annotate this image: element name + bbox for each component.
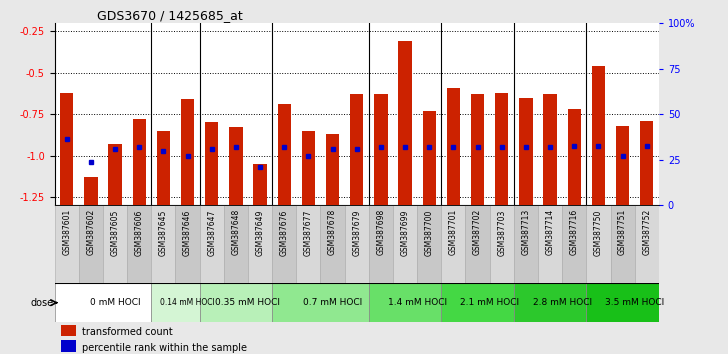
Text: GSM387649: GSM387649 — [256, 209, 264, 256]
Bar — [132, 119, 146, 205]
Bar — [635, 205, 659, 283]
Text: GSM387678: GSM387678 — [328, 209, 337, 256]
Text: GSM387676: GSM387676 — [280, 209, 289, 256]
Text: GSM387699: GSM387699 — [400, 209, 410, 256]
Text: dose: dose — [31, 298, 53, 308]
Text: GSM387646: GSM387646 — [183, 209, 192, 256]
Text: GSM387751: GSM387751 — [618, 209, 627, 256]
Bar — [369, 283, 441, 322]
Text: GDS3670 / 1425685_at: GDS3670 / 1425685_at — [97, 9, 242, 22]
Text: transformed count: transformed count — [82, 327, 173, 337]
Bar — [84, 177, 98, 205]
Bar — [55, 283, 151, 322]
Bar — [514, 205, 538, 283]
Bar — [441, 283, 514, 322]
Text: 1.4 mM HOCl: 1.4 mM HOCl — [387, 298, 447, 307]
Bar — [562, 205, 586, 283]
Bar — [592, 66, 605, 205]
Bar — [344, 205, 369, 283]
Text: GSM387700: GSM387700 — [424, 209, 434, 256]
Bar — [181, 99, 194, 205]
Text: percentile rank within the sample: percentile rank within the sample — [82, 343, 247, 353]
Bar — [151, 283, 199, 322]
Bar — [272, 283, 369, 322]
Bar — [568, 109, 581, 205]
Text: GSM387702: GSM387702 — [473, 209, 482, 256]
Bar — [586, 205, 611, 283]
Bar — [441, 205, 465, 283]
Bar — [277, 104, 291, 205]
Bar — [543, 94, 557, 205]
Text: GSM387606: GSM387606 — [135, 209, 143, 256]
Text: GSM387677: GSM387677 — [304, 209, 313, 256]
Bar — [490, 205, 514, 283]
Bar — [640, 121, 654, 205]
Bar — [616, 126, 629, 205]
Bar — [538, 205, 562, 283]
Bar — [248, 205, 272, 283]
Text: GSM387648: GSM387648 — [232, 209, 240, 256]
Text: GSM387645: GSM387645 — [159, 209, 168, 256]
Bar — [447, 88, 460, 205]
Bar — [205, 122, 218, 205]
Text: GSM387703: GSM387703 — [497, 209, 506, 256]
Bar — [151, 205, 175, 283]
Text: GSM387679: GSM387679 — [352, 209, 361, 256]
Text: GSM387701: GSM387701 — [449, 209, 458, 256]
Bar — [55, 205, 79, 283]
Text: 3.5 mM HOCl: 3.5 mM HOCl — [605, 298, 664, 307]
Bar — [519, 98, 533, 205]
Text: GSM387601: GSM387601 — [62, 209, 71, 256]
Text: GSM387647: GSM387647 — [207, 209, 216, 256]
Text: GSM387713: GSM387713 — [521, 209, 531, 256]
Text: 0.14 mM HOCl: 0.14 mM HOCl — [160, 298, 215, 307]
Bar — [108, 144, 122, 205]
Bar — [369, 205, 393, 283]
Bar — [229, 127, 242, 205]
Text: 0 mM HOCl: 0 mM HOCl — [90, 298, 141, 307]
Bar — [127, 205, 151, 283]
Text: GSM387714: GSM387714 — [545, 209, 555, 256]
Bar — [60, 325, 76, 336]
Bar — [296, 205, 320, 283]
Bar — [374, 94, 387, 205]
Text: 2.1 mM HOCl: 2.1 mM HOCl — [460, 298, 519, 307]
Bar — [417, 205, 441, 283]
Bar — [320, 205, 344, 283]
Text: GSM387752: GSM387752 — [642, 209, 652, 256]
Bar — [586, 283, 659, 322]
Bar — [301, 131, 315, 205]
Bar — [326, 134, 339, 205]
Bar — [60, 341, 76, 353]
Bar — [465, 205, 490, 283]
Bar — [199, 283, 272, 322]
Bar — [471, 94, 484, 205]
Text: 0.7 mM HOCl: 0.7 mM HOCl — [303, 298, 362, 307]
Bar — [60, 93, 74, 205]
Bar — [223, 205, 248, 283]
Bar — [350, 94, 363, 205]
Bar — [514, 283, 586, 322]
Text: GSM387602: GSM387602 — [87, 209, 95, 256]
Bar — [253, 164, 266, 205]
Text: GSM387716: GSM387716 — [570, 209, 579, 256]
Text: GSM387750: GSM387750 — [594, 209, 603, 256]
Bar — [175, 205, 199, 283]
Text: GSM387605: GSM387605 — [111, 209, 119, 256]
Bar — [103, 205, 127, 283]
Bar — [393, 205, 417, 283]
Bar — [398, 41, 412, 205]
Text: 2.8 mM HOCl: 2.8 mM HOCl — [533, 298, 592, 307]
Text: 0.35 mM HOCl: 0.35 mM HOCl — [215, 298, 280, 307]
Bar — [157, 131, 170, 205]
Bar — [79, 205, 103, 283]
Bar — [495, 93, 508, 205]
Text: GSM387698: GSM387698 — [376, 209, 385, 256]
Bar — [199, 205, 223, 283]
Bar — [272, 205, 296, 283]
Bar — [611, 205, 635, 283]
Bar — [422, 111, 436, 205]
